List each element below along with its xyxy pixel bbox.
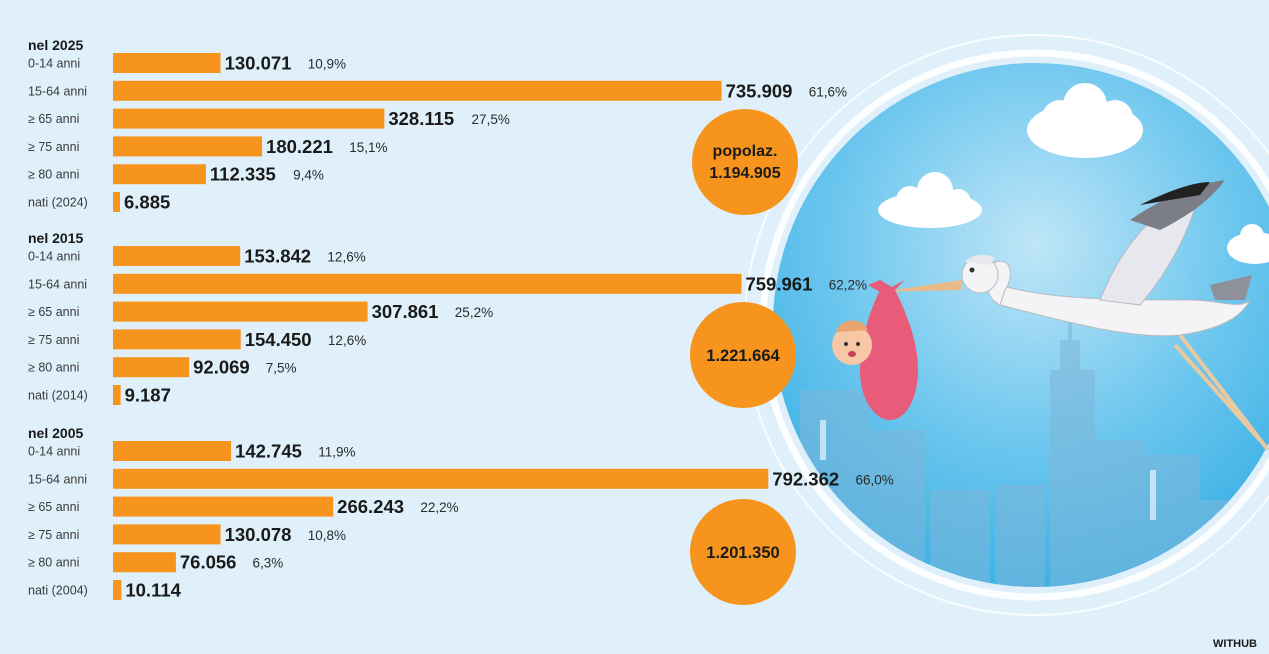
bar [113,524,221,545]
bar [113,441,232,461]
total-caption: popolaz. [713,143,778,160]
value-label: 130.071 [225,53,292,74]
bar [113,329,241,350]
category-label: ≥ 80 anni [28,361,79,375]
value-label: 9.187 [125,385,171,406]
category-label: nati (2024) [28,196,88,210]
value-label: 266.243 [337,496,404,517]
category-label: 15-64 anni [28,472,87,486]
bar [113,301,368,322]
category-label: ≥ 65 anni [28,112,79,126]
bar [113,580,122,600]
percent-label: 12,6% [327,250,365,265]
category-label: 0-14 anni [28,250,80,264]
value-label: 92.069 [193,357,250,378]
chart-title: nel 2015 [28,230,83,246]
category-label: nati (2004) [28,584,88,598]
percent-label: 22,2% [420,500,458,515]
value-label: 142.745 [235,441,302,462]
category-label: 0-14 anni [28,445,80,459]
category-label: 15-64 anni [28,277,87,291]
value-label: 153.842 [244,246,311,267]
value-label: 76.056 [180,552,237,573]
total-value: 1.201.350 [706,544,779,562]
percent-label: 10,8% [308,528,346,543]
value-label: 10.114 [125,580,181,601]
percent-label: 27,5% [472,112,510,127]
bar [113,273,742,294]
value-label: 6.885 [124,192,170,213]
bar [113,192,120,212]
bar [113,468,769,489]
percent-label: 7,5% [266,361,297,376]
bar [113,164,206,185]
bar [113,385,121,405]
total-circle [690,302,796,408]
category-label: ≥ 65 anni [28,305,79,319]
total-value: 1.194.905 [709,165,780,182]
bar [113,53,221,73]
baby-bundle [832,280,918,420]
percent-label: 9,4% [293,168,324,183]
bar [113,496,334,517]
percent-label: 61,6% [809,84,847,99]
chart-title: nel 2025 [28,37,83,53]
value-label: 328.115 [388,108,454,129]
percent-label: 25,2% [455,305,493,320]
percent-label: 15,1% [349,140,387,155]
bar [113,357,190,378]
value-label: 180.221 [266,136,333,157]
category-label: ≥ 65 anni [28,500,79,514]
category-label: 0-14 anni [28,57,80,71]
chart-panel: nel 2015 0-14 anni 153.842 12,6% 15-64 anni 7… [28,230,867,408]
category-label: 15-64 anni [28,84,87,98]
value-label: 792.362 [772,468,839,489]
percent-label: 6,3% [252,556,283,571]
percent-label: 12,6% [328,333,366,348]
value-label: 735.909 [726,80,793,101]
total-circle [690,499,796,605]
category-label: ≥ 75 anni [28,528,79,542]
percent-label: 66,0% [855,472,893,487]
source-credit: WITHUB [1213,638,1257,650]
value-label: 759.961 [745,273,812,294]
chart-panel: nel 2025 0-14 anni 130.071 10,9% 15-64 anni 7… [28,37,847,215]
percent-label: 62,2% [829,277,867,292]
stork [880,180,1269,452]
category-label: ≥ 75 anni [28,333,79,347]
value-label: 154.450 [245,329,312,350]
chart-title: nel 2005 [28,425,83,441]
category-label: ≥ 80 anni [28,556,79,570]
bar [113,246,241,266]
bar [113,108,385,129]
category-label: ≥ 75 anni [28,140,79,154]
bar [113,136,263,157]
total-circle [692,109,798,215]
percent-label: 11,9% [318,445,355,460]
category-label: ≥ 80 anni [28,168,79,182]
chart-panel: nel 2005 0-14 anni 142.745 11,9% 15-64 anni 7… [28,425,894,605]
value-label: 307.861 [372,301,439,322]
percent-label: 10,9% [308,57,346,72]
value-label: 130.078 [225,524,292,545]
bar [113,80,722,101]
value-label: 112.335 [210,164,276,185]
category-label: nati (2014) [28,389,88,403]
bar [113,552,176,573]
total-value: 1.221.664 [706,347,780,365]
cloud-shapes [878,83,1269,264]
